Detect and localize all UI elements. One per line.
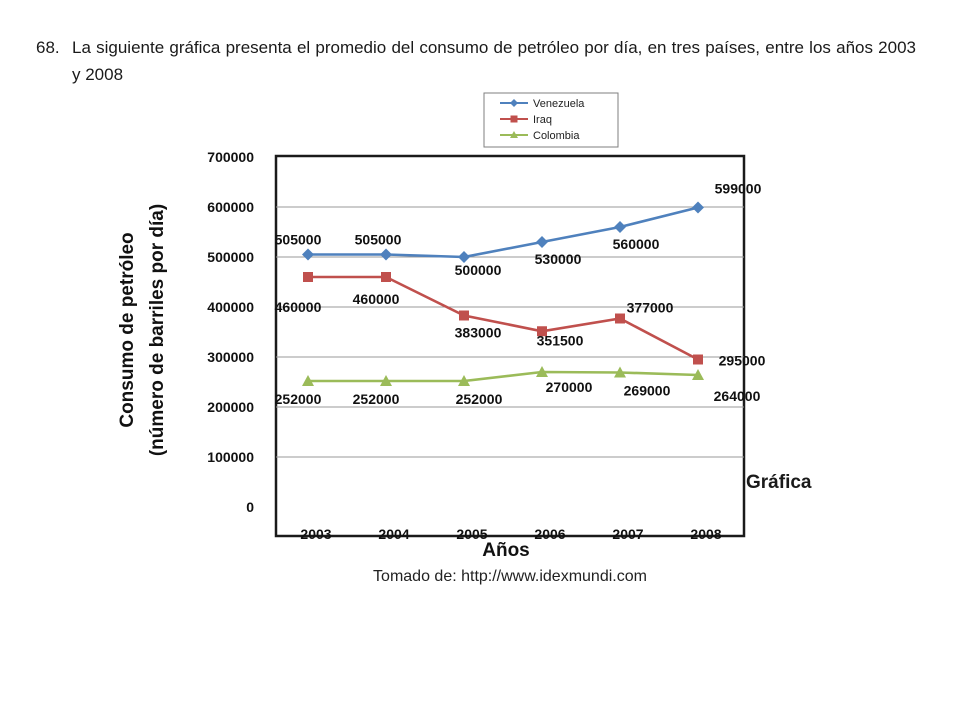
data-label: 505000 xyxy=(275,232,322,248)
y-tick-label: 300000 xyxy=(207,349,254,365)
data-label: 460000 xyxy=(353,291,400,307)
y-tick-label: 600000 xyxy=(207,199,254,215)
data-point-iraq xyxy=(303,272,313,282)
data-label: 252000 xyxy=(456,391,503,407)
legend-marker xyxy=(510,131,518,138)
data-point-colombia xyxy=(536,366,548,377)
data-label: 460000 xyxy=(275,299,322,315)
data-point-iraq xyxy=(615,313,625,324)
x-tick-label: 2006 xyxy=(534,526,565,542)
data-label: 252000 xyxy=(353,391,400,407)
x-axis-title: Años xyxy=(482,540,530,561)
data-point-venezuela xyxy=(380,248,392,261)
series-markers xyxy=(302,201,704,386)
y-tick-label: 200000 xyxy=(207,399,254,415)
x-tick-label: 2003 xyxy=(300,526,331,542)
data-label: 264000 xyxy=(714,388,761,404)
legend-label: Iraq xyxy=(533,114,552,126)
data-point-venezuela xyxy=(692,201,704,214)
data-point-iraq xyxy=(459,310,469,321)
data-point-colombia xyxy=(692,369,704,380)
question-text: La siguiente gráfica presenta el promedi… xyxy=(72,38,916,84)
y-tick-label: 100000 xyxy=(207,449,254,465)
plot-area xyxy=(274,154,746,538)
series-line-venezuela xyxy=(308,206,699,259)
legend-marker xyxy=(510,115,518,123)
data-label: 351500 xyxy=(537,332,584,348)
data-label: 560000 xyxy=(613,236,660,252)
figure-label: Gráfica xyxy=(746,472,812,493)
data-point-venezuela xyxy=(302,248,314,261)
series-line-colombia xyxy=(308,370,699,383)
data-label: 530000 xyxy=(535,251,582,267)
data-point-iraq xyxy=(381,272,391,282)
data-label: 599000 xyxy=(715,181,762,197)
question: 68. La siguiente gráfica presenta el pro… xyxy=(36,34,916,88)
data-point-colombia xyxy=(614,366,626,378)
data-label: 270000 xyxy=(546,379,593,395)
y-axis-title-line-1: Consumo de petróleo xyxy=(117,232,138,427)
data-label: 500000 xyxy=(455,262,502,278)
data-point-iraq xyxy=(693,354,703,365)
question-number: 68. xyxy=(36,38,60,57)
data-label: 269000 xyxy=(624,383,671,399)
data-label: 377000 xyxy=(627,300,674,316)
x-tick-label: 2008 xyxy=(690,526,721,542)
data-label: 252000 xyxy=(275,391,322,407)
data-point-colombia xyxy=(458,375,470,386)
data-point-venezuela xyxy=(458,251,470,263)
legend-label: Colombia xyxy=(533,130,580,142)
y-tick-label: 0 xyxy=(246,499,254,515)
y-axis-ticks: 0 100000 200000 300000 400000 500000 600000 700… xyxy=(207,149,254,515)
data-point-colombia xyxy=(380,375,392,386)
y-tick-label: 700000 xyxy=(207,149,254,165)
y-tick-label: 500000 xyxy=(207,249,254,265)
data-label: 383000 xyxy=(455,325,502,341)
y-axis-title-line-2: (número de barriles por día) xyxy=(147,204,168,456)
data-label: 295000 xyxy=(719,353,766,369)
series-line-iraq xyxy=(308,275,699,361)
x-axis-ticks: 2003 2004 2005 2006 2007 2008 xyxy=(300,526,721,542)
x-tick-label: 2004 xyxy=(378,526,409,542)
data-point-colombia xyxy=(302,375,314,386)
legend-marker xyxy=(510,99,518,107)
source-credit: Tomado de: http://www.idexmundi.com xyxy=(373,568,647,585)
data-labels: 505000 505000 500000 530000 560000 599000 4600… xyxy=(275,181,766,408)
data-label: 505000 xyxy=(355,232,402,248)
legend: Venezuela Iraq Colombia xyxy=(483,92,619,148)
legend-label: Venezuela xyxy=(533,98,585,110)
x-tick-label: 2005 xyxy=(456,526,487,542)
gridlines xyxy=(276,206,744,458)
data-point-venezuela xyxy=(536,236,548,248)
data-point-venezuela xyxy=(614,221,626,233)
x-tick-label: 2007 xyxy=(612,526,643,542)
data-point-iraq xyxy=(537,326,547,337)
series-lines xyxy=(308,206,699,383)
y-tick-label: 400000 xyxy=(207,299,254,315)
